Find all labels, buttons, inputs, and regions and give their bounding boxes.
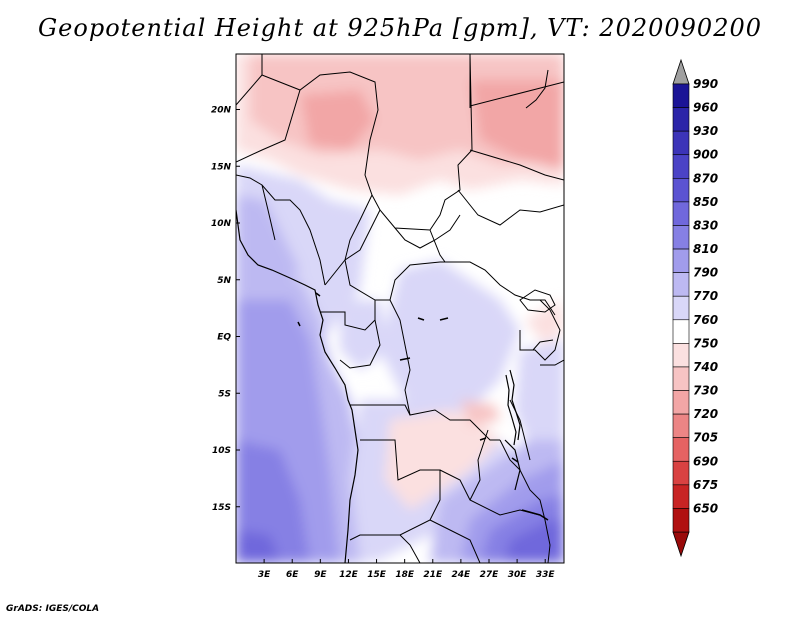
colorbar-label: 690 [693, 454, 718, 468]
grads-credit: GrADS: IGES/COLA [6, 604, 100, 614]
longitude-axis: 3E 6E 9E 12E 15E 18E 21E 24E 27E 30E 33E [258, 559, 555, 580]
lon-tick-label: 27E [480, 570, 500, 580]
colorbar-label: 675 [693, 478, 718, 492]
colorbar-swatch [672, 366, 690, 391]
colorbar: 990 960 930 900 870 850 830 810 790 770 760 750 740 7… [672, 58, 718, 558]
colorbar-label: 900 [693, 148, 718, 162]
colorbar-label: 930 [693, 124, 718, 138]
lat-tick-label: 15N [211, 162, 232, 172]
latitude-axis: 20N 15N 10N 5N EQ 5S 10S 15S [211, 106, 240, 513]
lon-tick-label: 24E [452, 570, 472, 580]
colorbar-swatch [672, 319, 690, 344]
colorbar-swatch [672, 130, 690, 156]
lon-tick-label: 30E [508, 570, 528, 580]
colorbar-label: 705 [693, 431, 718, 445]
colorbar-label: 730 [693, 384, 718, 398]
lat-tick-label: 15S [212, 503, 231, 513]
lon-tick-label: 6E [286, 570, 299, 580]
country-boundaries [236, 54, 564, 563]
colorbar-swatch [672, 413, 690, 438]
colorbar-swatch [672, 460, 690, 486]
height-field [236, 54, 564, 563]
colorbar-bottom-arrow [672, 531, 690, 558]
colorbar-swatch [672, 272, 690, 297]
colorbar-swatch [672, 437, 690, 462]
colorbar-top-arrow [672, 58, 690, 85]
colorbar-label: 810 [693, 242, 718, 256]
lon-tick-label: 21E [423, 570, 443, 580]
colorbar-swatch [672, 107, 690, 132]
lon-tick-label: 18E [395, 570, 415, 580]
colorbar-label: 790 [693, 266, 718, 280]
colorbar-label: 740 [693, 360, 718, 374]
lat-tick-label: 10S [212, 446, 231, 456]
colorbar-label: 830 [693, 218, 718, 232]
colorbar-label: 960 [693, 101, 718, 115]
lon-tick-label: 15E [367, 570, 387, 580]
map-frame [235, 53, 565, 564]
colorbar-label: 650 [693, 501, 718, 515]
colorbar-label: 720 [693, 407, 718, 421]
colorbar-swatch [672, 295, 690, 321]
colorbar-label: 760 [693, 313, 718, 327]
lat-tick-label: 20N [211, 106, 232, 116]
lon-tick-label: 9E [314, 570, 327, 580]
lat-tick-label: 5N [217, 276, 231, 286]
lon-tick-label: 3E [258, 570, 271, 580]
colorbar-swatch [672, 343, 690, 368]
lon-tick-label: 12E [339, 570, 359, 580]
colorbar-swatch [672, 154, 690, 179]
colorbar-swatch [672, 225, 690, 250]
colorbar-swatch [672, 390, 690, 415]
colorbar-label: 870 [693, 171, 718, 185]
colorbar-swatch [672, 484, 690, 509]
colorbar-swatch [672, 201, 690, 226]
colorbar-swatch [672, 248, 690, 273]
lat-tick-label: 10N [211, 219, 232, 229]
colorbar-label: 750 [693, 336, 718, 350]
lon-tick-label: 33E [536, 570, 556, 580]
map-title: Geopotential Height at 925hPa [gpm], VT:… [38, 14, 762, 42]
colorbar-swatch [672, 83, 690, 108]
colorbar-label: 770 [693, 289, 718, 303]
colorbar-label: 990 [693, 77, 718, 91]
lat-tick-label: EQ [217, 333, 231, 343]
colorbar-swatch [672, 508, 690, 533]
lat-tick-label: 5S [218, 389, 231, 399]
colorbar-label: 850 [693, 195, 718, 209]
colorbar-swatch [672, 178, 690, 203]
